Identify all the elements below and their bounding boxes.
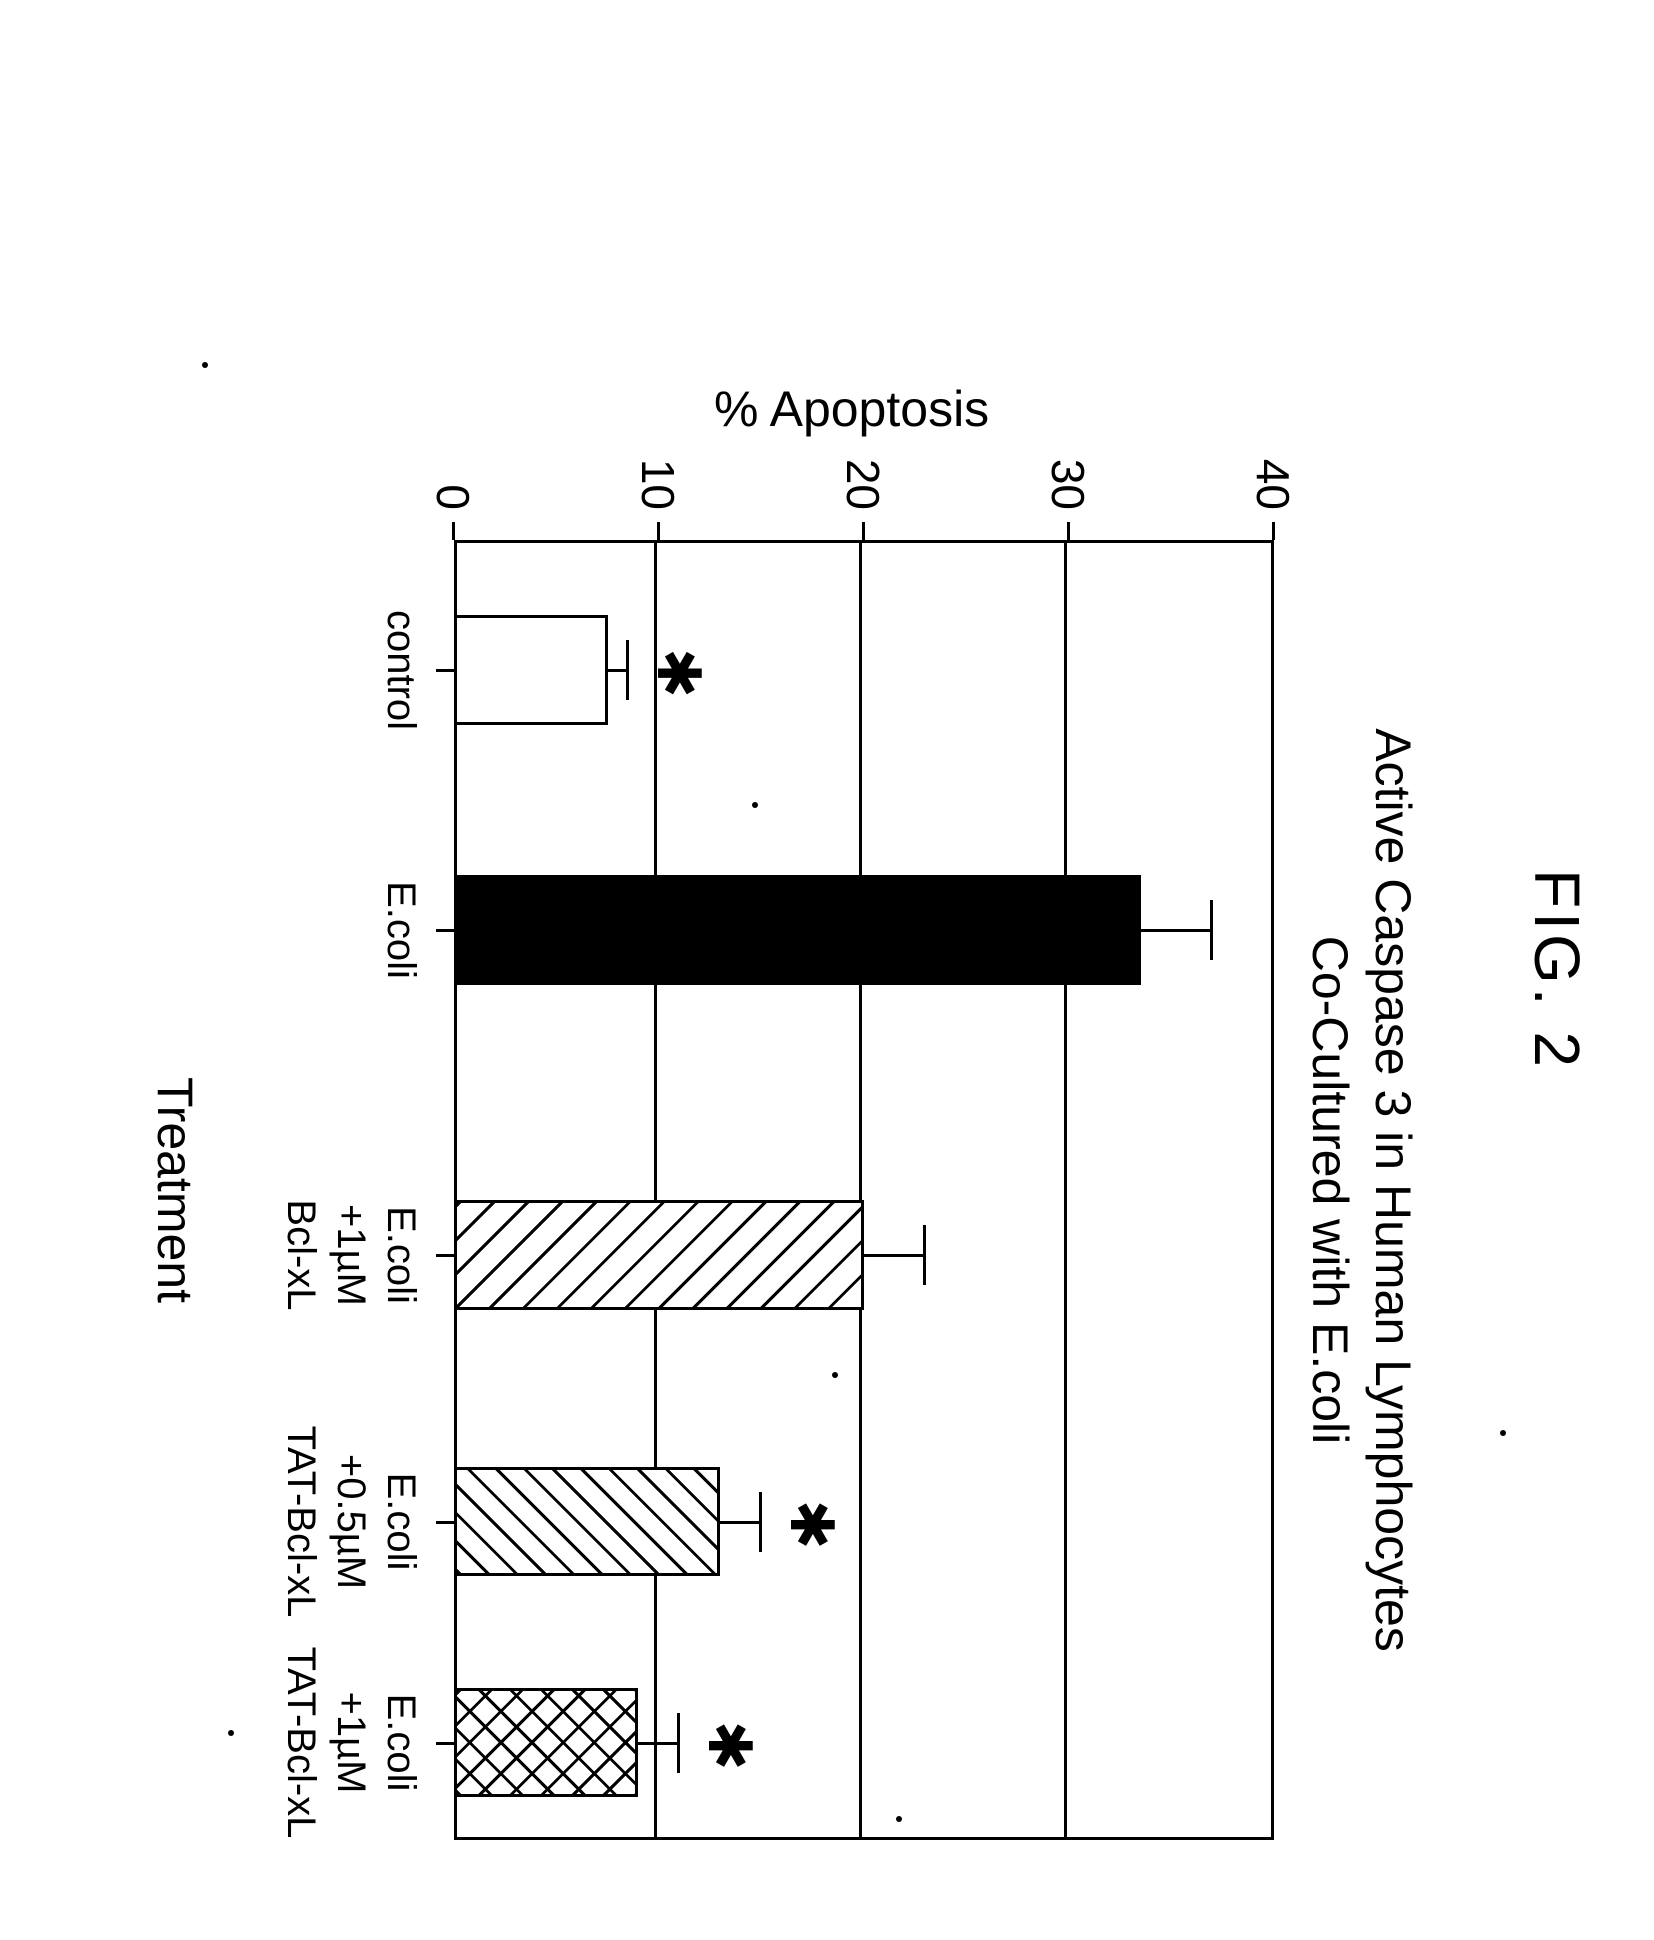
x-tick-mark xyxy=(436,929,454,932)
error-bar-cap xyxy=(678,1713,681,1773)
bar xyxy=(454,1467,721,1576)
scan-artifact-dot xyxy=(896,1816,902,1822)
y-tick-label: 20 xyxy=(836,430,890,510)
x-tick-label: E.coli +1µM Bcl-xL xyxy=(276,1125,426,1385)
scan-artifact-dot xyxy=(1500,1430,1506,1436)
y-tick-mark xyxy=(452,522,455,540)
bar xyxy=(454,1200,864,1309)
chart-title: Active Caspase 3 in Human Lymphocytes Co… xyxy=(1299,590,1424,1790)
gridline xyxy=(654,543,657,1837)
bar xyxy=(454,875,1141,984)
gridline xyxy=(1064,543,1067,1837)
x-tick-mark xyxy=(436,669,454,672)
x-tick-label: E.coli xyxy=(376,800,426,1060)
y-tick-label: 10 xyxy=(631,430,685,510)
chart-title-line1: Active Caspase 3 in Human Lymphocytes xyxy=(1365,728,1421,1652)
error-bar-stem xyxy=(864,1254,926,1257)
bar xyxy=(454,615,608,724)
significance-star-icon: ✱ xyxy=(782,1500,842,1550)
y-tick-mark xyxy=(657,522,660,540)
significance-star-icon: ✱ xyxy=(648,648,708,698)
y-tick-label: 30 xyxy=(1041,430,1095,510)
error-bar-stem xyxy=(721,1521,762,1524)
y-tick-label: 40 xyxy=(1246,430,1300,510)
scan-artifact-dot xyxy=(228,1730,234,1736)
plot-area xyxy=(454,540,1274,1840)
x-tick-mark xyxy=(436,1254,454,1257)
figure-caption: FIG. 2 xyxy=(1520,0,1594,1940)
chart-title-line2: Co-Cultured with E.coli xyxy=(1303,936,1359,1445)
scan-artifact-dot xyxy=(832,1372,838,1378)
error-bar-stem xyxy=(608,669,629,672)
error-bar-cap xyxy=(924,1225,927,1285)
x-tick-label: control xyxy=(376,540,426,800)
x-axis-label: Treatment xyxy=(146,540,204,1840)
scan-artifact-dot xyxy=(202,362,208,368)
x-tick-mark xyxy=(436,1521,454,1524)
y-tick-mark xyxy=(862,522,865,540)
x-tick-mark xyxy=(436,1742,454,1745)
y-tick-mark xyxy=(1272,522,1275,540)
x-tick-label: E.coli +1µM TAT-Bcl-xL xyxy=(276,1613,426,1873)
y-tick-label: 0 xyxy=(426,430,480,510)
error-bar-cap xyxy=(1211,900,1214,960)
gridline xyxy=(859,543,862,1837)
y-tick-mark xyxy=(1067,522,1070,540)
significance-star-icon: ✱ xyxy=(700,1721,760,1771)
error-bar-stem xyxy=(639,1742,680,1745)
error-bar-stem xyxy=(1141,929,1213,932)
bar xyxy=(454,1688,639,1797)
scan-artifact-dot xyxy=(752,802,758,808)
error-bar-cap xyxy=(760,1492,763,1552)
error-bar-cap xyxy=(626,640,629,700)
